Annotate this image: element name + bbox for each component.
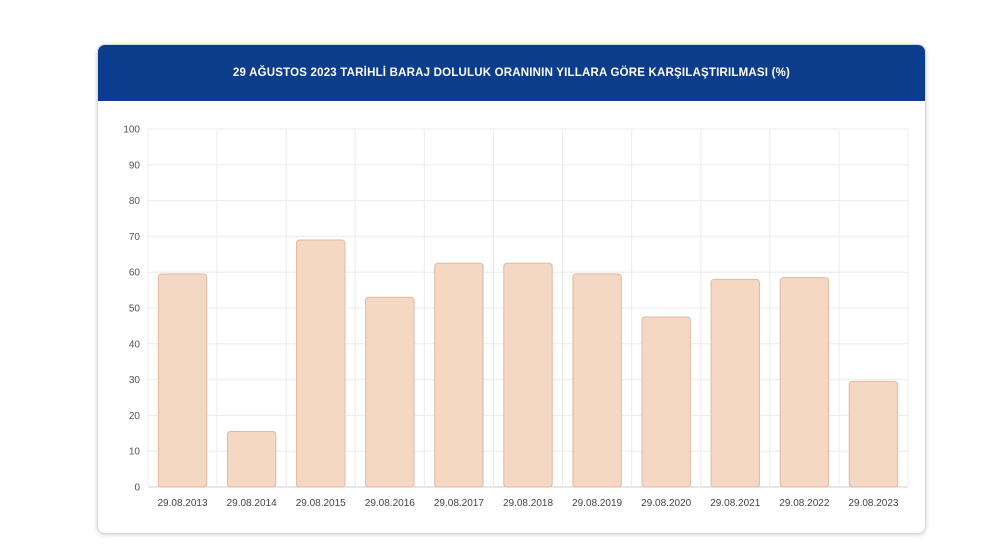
bar bbox=[779, 277, 830, 488]
chart-title: 29 AĞUSTOS 2023 TARİHLİ BARAJ DOLULUK OR… bbox=[232, 67, 791, 79]
y-tick-label: 50 bbox=[129, 304, 141, 315]
y-tick-label: 0 bbox=[134, 483, 140, 494]
y-tick-label: 80 bbox=[129, 196, 141, 207]
x-tick-label: 29.08.2023 bbox=[848, 498, 898, 509]
grid-lines bbox=[147, 128, 909, 488]
bar bbox=[296, 239, 346, 488]
x-tick-label: 29.08.2018 bbox=[503, 498, 553, 509]
x-tick-label: 29.08.2020 bbox=[641, 498, 691, 509]
x-tick-label: 29.08.2015 bbox=[296, 498, 346, 509]
bar bbox=[434, 262, 484, 488]
bar bbox=[848, 380, 899, 488]
x-axis-ticks: 29.08.2013 29.08.2014 29.08.2015 29.08.2016… bbox=[158, 498, 899, 509]
bars bbox=[157, 239, 899, 488]
chart-header: 29 AĞUSTOS 2023 TARİHLİ BARAJ DOLULUK OR… bbox=[98, 45, 925, 101]
y-axis-ticks: 0 10 20 30 40 50 60 70 80 90 100 bbox=[123, 125, 140, 494]
bar bbox=[503, 262, 553, 488]
x-tick-label: 29.08.2013 bbox=[158, 498, 208, 509]
bar bbox=[157, 273, 208, 488]
x-tick-label: 29.08.2014 bbox=[227, 498, 277, 509]
x-tick-label: 29.08.2017 bbox=[434, 498, 484, 509]
y-tick-label: 90 bbox=[129, 160, 141, 171]
x-tick-label: 29.08.2022 bbox=[779, 498, 829, 509]
y-tick-label: 40 bbox=[129, 339, 141, 350]
bar bbox=[710, 278, 760, 488]
bar bbox=[641, 316, 691, 488]
y-tick-label: 70 bbox=[129, 232, 141, 243]
y-tick-label: 10 bbox=[129, 447, 141, 458]
y-tick-label: 20 bbox=[129, 411, 141, 422]
x-tick-label: 29.08.2019 bbox=[572, 498, 622, 509]
y-tick-label: 60 bbox=[129, 268, 141, 279]
x-tick-label: 29.08.2016 bbox=[365, 498, 415, 509]
x-tick-label: 29.08.2021 bbox=[710, 498, 760, 509]
y-tick-label: 100 bbox=[123, 125, 140, 136]
y-tick-label: 30 bbox=[129, 375, 141, 386]
bar bbox=[365, 296, 415, 488]
bar bbox=[226, 431, 277, 488]
bar bbox=[572, 273, 622, 488]
chart-card: 29 AĞUSTOS 2023 TARİHLİ BARAJ DOLULUK OR… bbox=[97, 44, 926, 534]
